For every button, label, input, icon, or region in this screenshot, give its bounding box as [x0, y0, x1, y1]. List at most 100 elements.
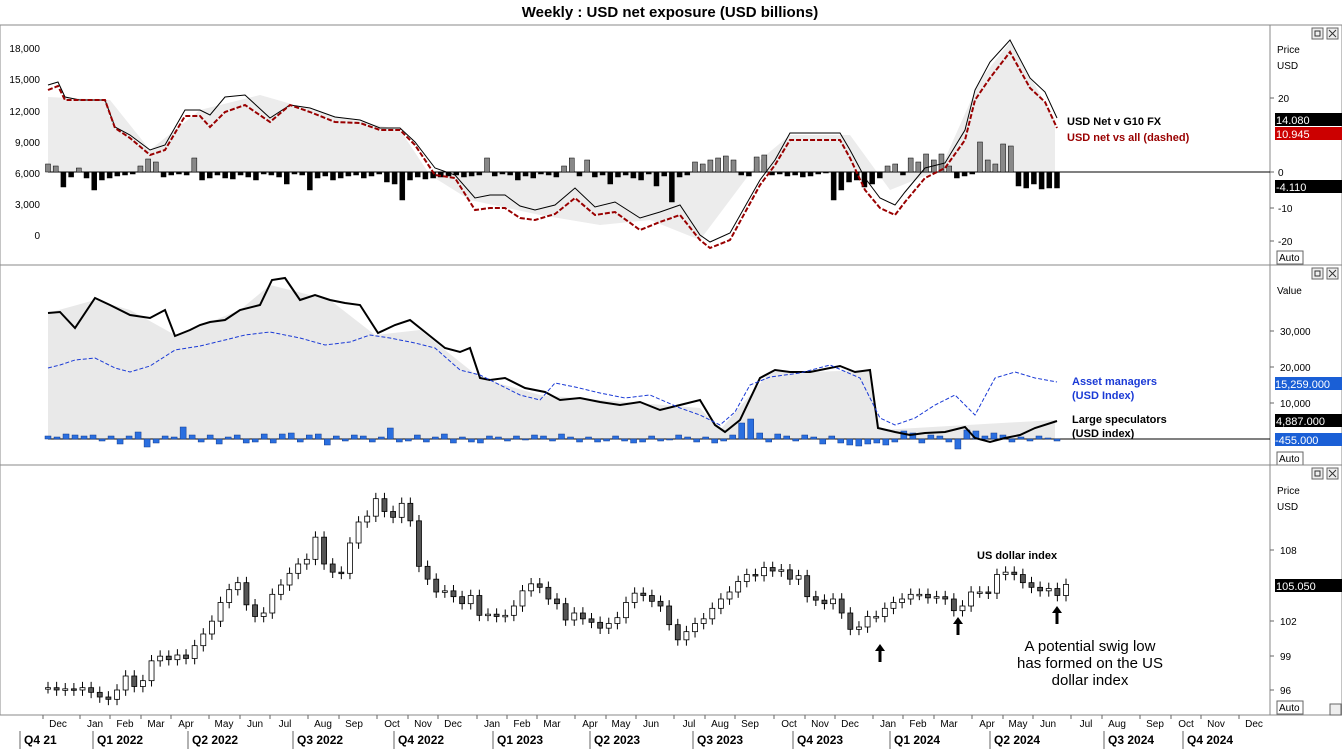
- x-axis: Dec Jan Feb Mar Apr May Jun Jul Aug Sep Oct Nov Dec J…: [0, 703, 1342, 749]
- p2-histogram-bar: [342, 438, 349, 442]
- p1-histogram-bar: [630, 171, 637, 179]
- p2-minimize-icon[interactable]: [1311, 267, 1324, 280]
- p1-window-controls[interactable]: [1311, 27, 1339, 40]
- p1-histogram-bar: [91, 171, 97, 191]
- candle-body: [812, 596, 819, 601]
- p2-histogram-bar: [405, 438, 412, 442]
- x-quarter-label: Q4 21: [24, 733, 57, 747]
- p1-histogram-bar: [461, 171, 467, 178]
- x-month-label: Apr: [979, 719, 995, 730]
- p3-minimize-icon[interactable]: [1311, 467, 1324, 480]
- annotation-line-1: A potential swig low: [1025, 638, 1156, 655]
- p1-left-tick: 3,000: [15, 200, 40, 211]
- p2-histogram-bar: [1044, 437, 1052, 440]
- scroll-corner-box[interactable]: [1329, 703, 1342, 716]
- candle-body: [968, 591, 975, 607]
- candle-body: [450, 590, 457, 598]
- legend-spec-1: Large speculators: [1072, 414, 1167, 426]
- p1-histogram-bar: [1054, 171, 1060, 189]
- p1-axis-title-2: USD: [1277, 61, 1298, 72]
- p1-histogram-bar: [776, 171, 783, 175]
- usd-net-g10-line: [47, 39, 1058, 243]
- p2-histogram-bar: [522, 438, 529, 441]
- candle-body: [795, 575, 802, 580]
- candle-body: [321, 536, 327, 565]
- p2-histogram-bar: [206, 434, 214, 440]
- p2-histogram-bar: [603, 438, 610, 442]
- p2-histogram-bar: [1053, 438, 1061, 442]
- p1-auto-button[interactable]: [1276, 250, 1304, 265]
- candle-body: [950, 598, 957, 612]
- p1-left-tick: 12,000: [9, 107, 40, 118]
- p1-histogram-bar: [484, 157, 490, 173]
- p2-right-axis: 30,000 20,000 10,000: [1270, 327, 1311, 410]
- candle-body: [485, 613, 491, 617]
- p1-histogram-bar: [299, 171, 305, 176]
- candle-body: [683, 631, 690, 641]
- x-month-label: May: [1009, 719, 1028, 730]
- p1-histogram-bar: [384, 171, 390, 183]
- candle-body: [329, 563, 336, 573]
- candle-body: [278, 584, 284, 595]
- p1-histogram-bar: [106, 171, 113, 179]
- p1-histogram-bar: [545, 171, 552, 176]
- candle-body: [562, 603, 569, 621]
- p1-histogram-bar: [746, 171, 752, 177]
- p1-histogram-bar: [861, 171, 868, 188]
- x-month-label: Dec: [841, 719, 859, 730]
- candle-body: [364, 515, 371, 523]
- x-month-label: Apr: [582, 719, 598, 730]
- p2-histogram-bar: [783, 435, 790, 440]
- p3-axis-title-1: Price: [1277, 486, 1300, 497]
- x-quarter-label: Q4 2024: [1187, 733, 1233, 747]
- candle-body: [79, 687, 86, 691]
- p2-histogram-bar: [981, 435, 989, 440]
- p2-histogram-bar: [711, 438, 718, 444]
- p1-histogram-bar: [122, 171, 128, 176]
- x-month-label: Aug: [711, 719, 729, 730]
- p2-histogram-bar: [1008, 438, 1016, 443]
- candle-body: [588, 618, 595, 623]
- x-month-label: Mar: [940, 719, 958, 730]
- x-quarter-label: Q2 2023: [594, 733, 640, 747]
- p2-histogram-bar: [233, 434, 241, 440]
- p1-histogram-bar: [692, 161, 698, 173]
- p1-histogram-bar: [684, 171, 691, 176]
- p1-histogram-bar: [1046, 171, 1053, 189]
- candle-body: [157, 655, 164, 662]
- p2-histogram-bar: [909, 432, 917, 440]
- candle-body: [709, 607, 716, 620]
- p2-histogram-bar: [197, 438, 205, 443]
- p3-right-tick: 99: [1280, 652, 1292, 663]
- p2-histogram-bar: [324, 438, 331, 446]
- p3-window-controls[interactable]: [1311, 467, 1339, 480]
- x-quarter-label: Q1 2024: [894, 733, 940, 747]
- candle-body: [571, 612, 578, 621]
- candle-body: [925, 593, 931, 599]
- p2-histogram-bar: [882, 438, 890, 446]
- p2-right-tick: 30,000: [1280, 327, 1311, 338]
- candle-body: [1054, 588, 1061, 596]
- candle-body: [502, 614, 509, 618]
- x-month-label: Sep: [741, 719, 759, 730]
- p2-histogram-bar: [89, 434, 97, 440]
- candle-body: [62, 688, 69, 691]
- p1-minimize-icon[interactable]: [1311, 27, 1324, 40]
- p2-histogram-bar: [152, 438, 160, 444]
- p2-histogram-bar: [576, 438, 583, 443]
- p1-right-tick: 0: [1278, 168, 1284, 179]
- p1-histogram-bar: [561, 165, 567, 173]
- p2-histogram-bar: [891, 438, 899, 443]
- p1-histogram-bar: [153, 161, 159, 173]
- candle-body: [881, 607, 888, 617]
- p2-window-controls[interactable]: [1311, 267, 1339, 280]
- p3-auto-button[interactable]: [1276, 700, 1304, 715]
- candle-body: [994, 574, 1000, 594]
- candle-body: [1028, 582, 1035, 588]
- panel-usd-index: 108 102 99 96 Price USD US dollar index A p…: [0, 464, 1342, 716]
- p2-histogram-bar: [170, 436, 178, 440]
- p1-histogram-bar: [206, 171, 213, 179]
- p1-right-tick: 20: [1278, 94, 1290, 105]
- candle-body: [122, 675, 129, 691]
- x-month-label: Nov: [414, 719, 432, 730]
